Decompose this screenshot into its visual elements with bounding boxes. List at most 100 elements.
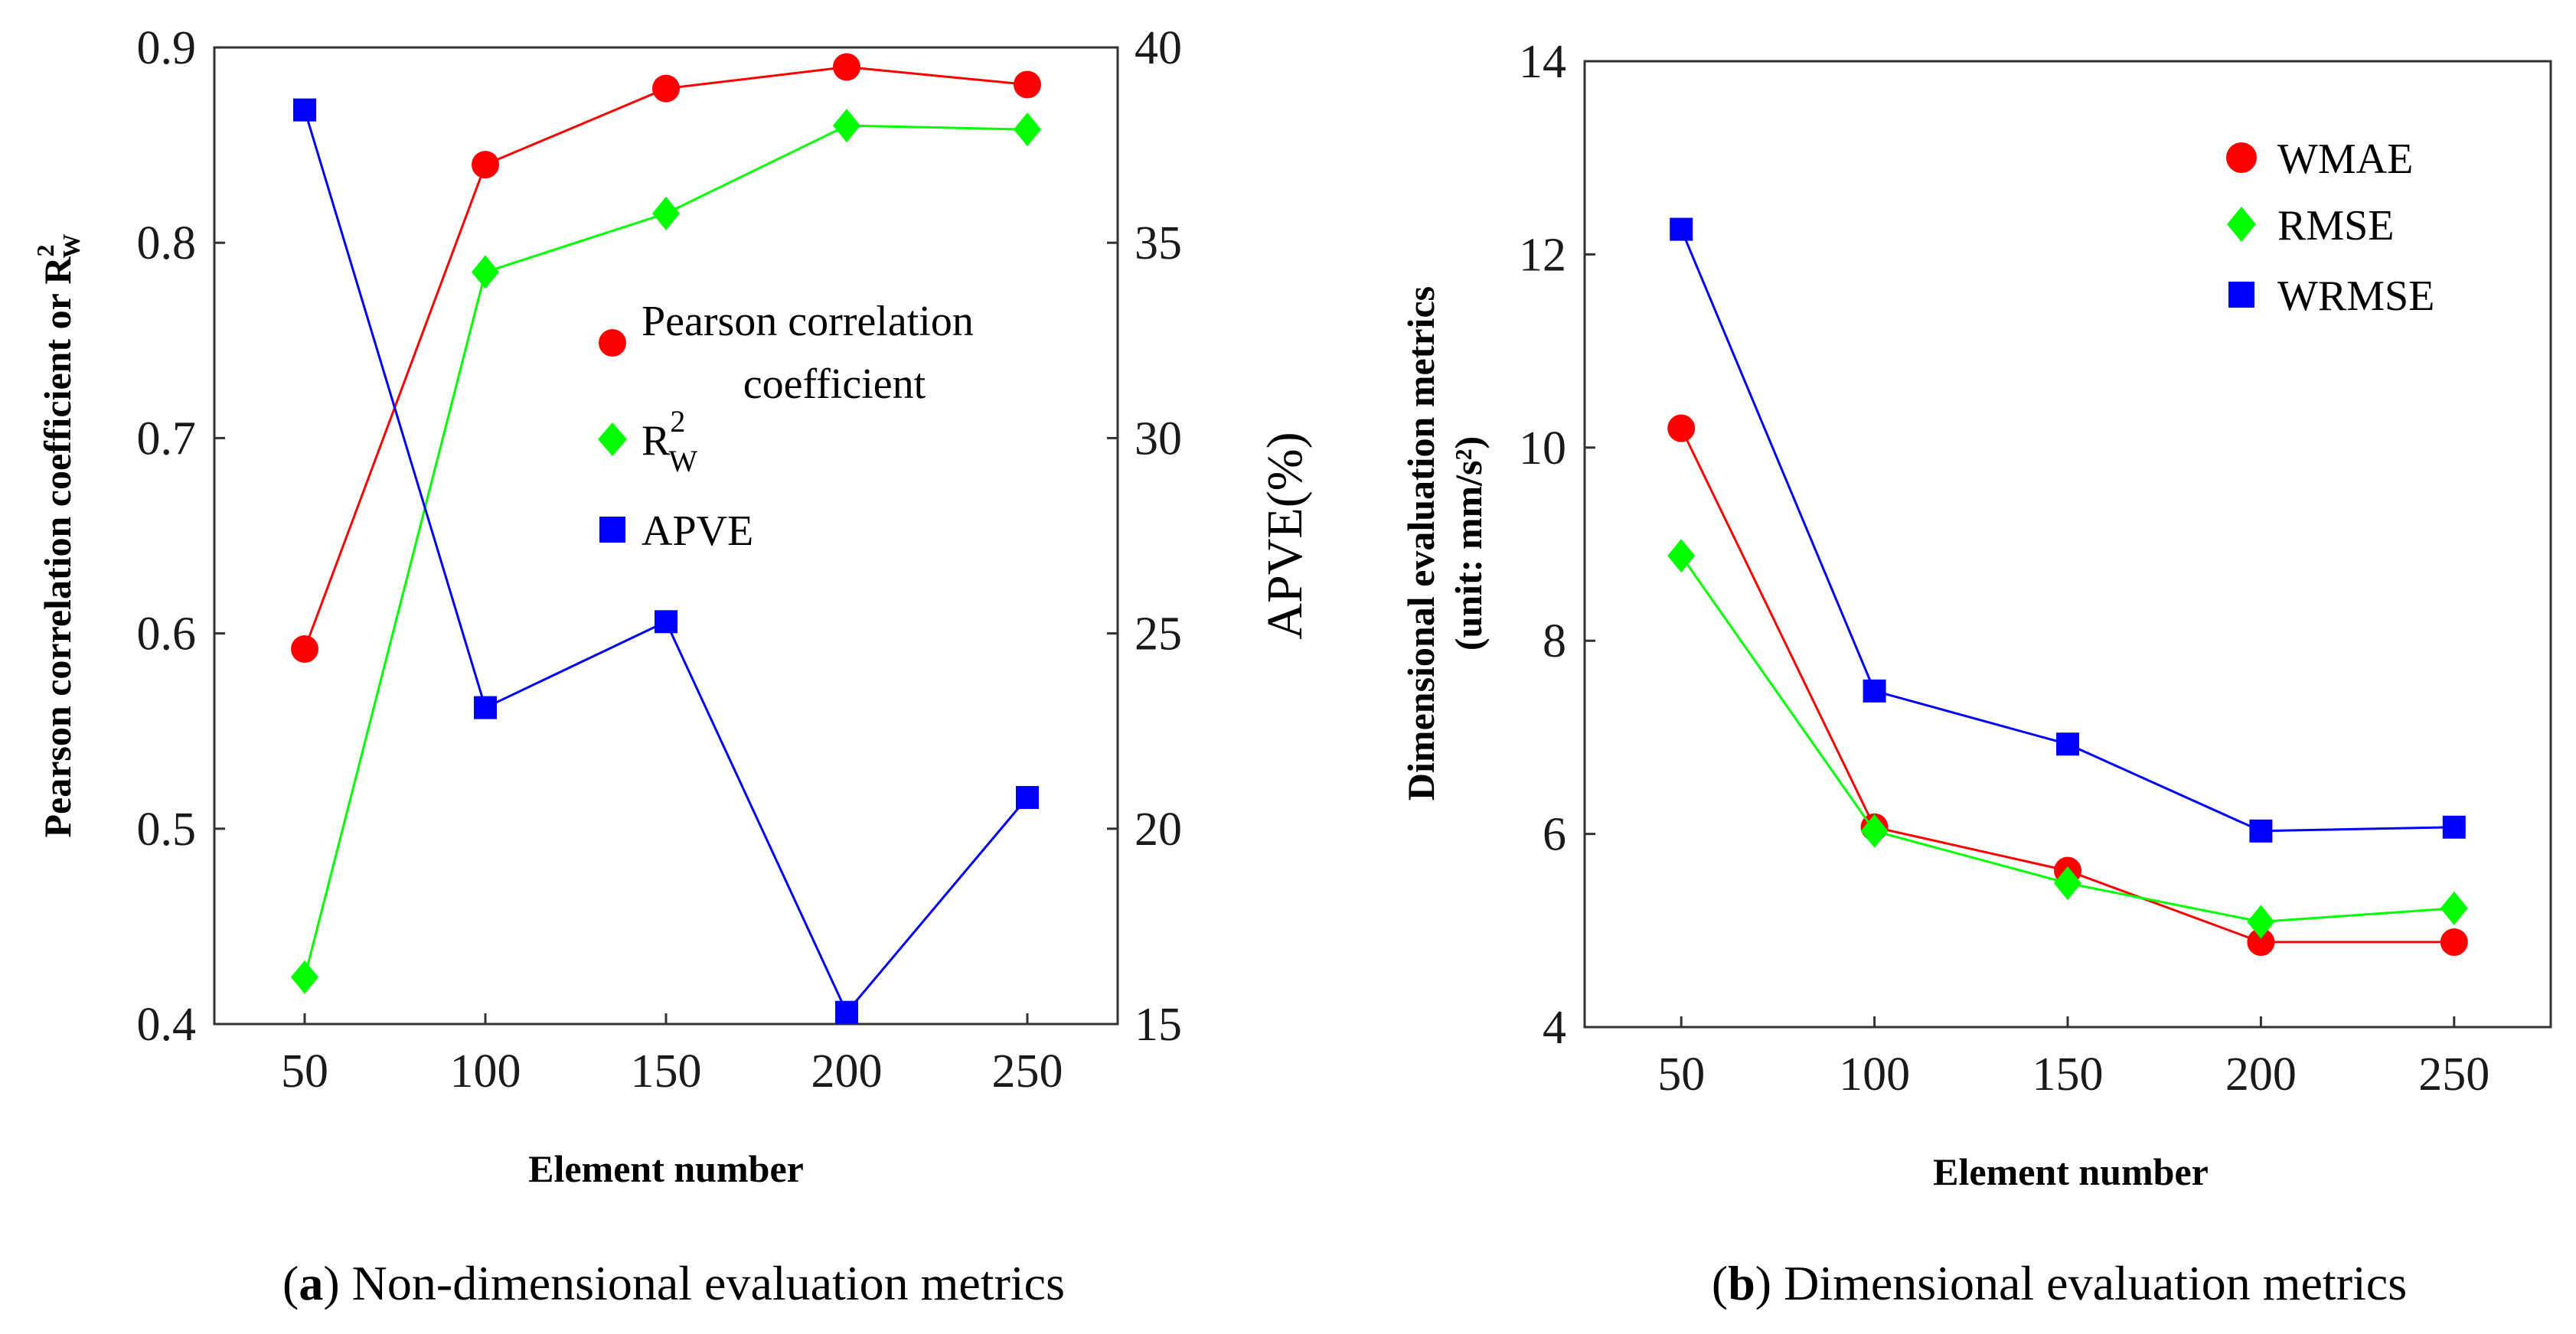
y-tick-label-12: 12 — [1519, 229, 1566, 281]
caption-b-label: b — [1728, 1256, 1755, 1310]
y-axis-title-b-line2: (unit: mm/s²) — [1447, 436, 1490, 651]
x-tick-label-250: 250 — [2418, 1049, 2489, 1101]
data-point-wmae-250 — [2440, 928, 2468, 956]
series-line-pearson-correlation-coefficient — [303, 65, 1028, 650]
right-y-tick-label-40: 40 — [1135, 22, 1182, 74]
x-tick-label-150: 150 — [2032, 1049, 2104, 1101]
data-point-rmse-250 — [2440, 891, 2468, 925]
x-tick-label-150: 150 — [631, 1045, 702, 1098]
y-tick-label-0-7: 0.7 — [137, 413, 197, 465]
data-point-r2w-200 — [833, 109, 860, 143]
legend-marker-apve — [599, 517, 625, 543]
legend-b: WMAE RMSE WRMSE — [2226, 135, 2434, 320]
legend-label-wrmse: WRMSE — [2277, 272, 2434, 320]
x-tick-label-200: 200 — [2225, 1049, 2297, 1101]
y-axis-title-a-sub: W — [57, 233, 85, 258]
y-tick-label-0-5: 0.5 — [137, 804, 197, 856]
data-point-pearson-correlation-coefficient-50 — [291, 635, 318, 664]
data-point-wrmse-200 — [2249, 819, 2273, 843]
right-y-ticks-a: 15 20 25 30 35 40 — [1107, 22, 1182, 1051]
data-point-apve-200 — [835, 1000, 858, 1024]
x-ticks-a: 50 100 150 200 250 — [281, 1013, 1063, 1098]
series-line-apve — [303, 109, 1029, 1015]
legend-label-rmse: RMSE — [2277, 202, 2395, 250]
y-axis-title-b: Dimensional evaluation metrics — [1399, 286, 1442, 801]
right-y-tick-label-30: 30 — [1135, 413, 1182, 465]
y-tick-label-14: 14 — [1519, 36, 1566, 88]
right-y-tick-label-15: 15 — [1135, 999, 1182, 1051]
y-tick-label-0-8: 0.8 — [137, 217, 197, 269]
caption-a: (a) Non-dimensional evaluation metrics — [282, 1256, 1065, 1310]
y-axis-title-a-text: Pearson correlation coefficient or R — [36, 256, 79, 838]
data-point-wrmse-100 — [1863, 679, 1886, 703]
legend-label-r2w-base: R — [642, 417, 671, 465]
data-point-wmae-200 — [2247, 928, 2275, 956]
legend-label-pearson-line1: Pearson correlation — [642, 298, 974, 345]
y-axis-title-a-sup: 2 — [31, 244, 59, 256]
series-b — [1667, 217, 2468, 956]
y-tick-label-4: 4 — [1543, 1002, 1566, 1054]
data-point-pearson-correlation-coefficient-150 — [652, 74, 680, 103]
data-point-apve-50 — [293, 98, 316, 122]
legend-marker-r2w — [598, 422, 627, 456]
legend-marker-wmae — [2226, 142, 2257, 173]
data-point-rmse-50 — [1667, 539, 1696, 573]
x-tick-label-50: 50 — [281, 1045, 328, 1098]
x-axis-title-b: Element number — [1933, 1150, 2209, 1193]
right-y-axis-title-a: APVE(%) — [1257, 432, 1313, 639]
x-tick-label-250: 250 — [992, 1045, 1063, 1098]
legend-label-r2w-sup: 2 — [670, 404, 685, 439]
data-point-wrmse-150 — [2056, 732, 2079, 756]
legend-marker-pearson — [599, 329, 626, 357]
x-tick-label-50: 50 — [1657, 1049, 1705, 1101]
x-tick-label-200: 200 — [811, 1045, 883, 1098]
data-point-wmae-50 — [1667, 414, 1696, 442]
data-point-r2w-150 — [652, 196, 680, 230]
x-ticks-b: 50 100 150 200 250 — [1657, 1016, 2489, 1101]
y-tick-label-8: 8 — [1543, 615, 1566, 667]
right-y-tick-label-35: 35 — [1135, 217, 1182, 269]
right-y-tick-label-20: 20 — [1135, 804, 1182, 856]
legend-label-r2w-sub: W — [668, 444, 697, 478]
y-tick-label-0-4: 0.4 — [137, 999, 197, 1051]
data-point-apve-100 — [474, 696, 497, 719]
data-point-wrmse-250 — [2442, 815, 2466, 839]
legend-label-pearson-line2: coefficient — [743, 360, 926, 408]
y-tick-label-10: 10 — [1519, 422, 1566, 475]
y-tick-label-0-6: 0.6 — [137, 608, 197, 660]
panel-a: 0.4 0.5 0.6 0.7 0.8 0.9 15 20 25 30 35 40 50 100 150… — [31, 22, 1313, 1310]
y-ticks-b: 4 6 8 10 12 14 — [1519, 36, 1595, 1054]
data-point-rmse-200 — [2247, 905, 2275, 939]
legend-label-wmae: WMAE — [2277, 135, 2413, 183]
x-tick-label-100: 100 — [1839, 1049, 1910, 1101]
caption-a-text: Non-dimensional evaluation metrics — [352, 1256, 1065, 1310]
caption-b-text: Dimensional evaluation metrics — [1784, 1256, 2407, 1310]
y-tick-label-0-9: 0.9 — [137, 22, 197, 74]
x-axis-title-a: Element number — [528, 1147, 804, 1190]
left-y-ticks-a: 0.4 0.5 0.6 0.7 0.8 0.9 — [137, 22, 225, 1051]
caption-a-label: a — [299, 1256, 323, 1310]
data-point-r2w-100 — [472, 255, 499, 289]
legend-marker-wrmse — [2228, 282, 2254, 308]
data-point-rmse-150 — [2054, 866, 2081, 900]
data-point-pearson-correlation-coefficient-250 — [1014, 70, 1041, 99]
panel-b: 4 6 8 10 12 14 50 100 150 200 250 Dimensional eva… — [1399, 36, 2552, 1310]
data-point-apve-250 — [1016, 785, 1039, 809]
legend-marker-rmse — [2227, 207, 2256, 242]
data-point-pearson-correlation-coefficient-100 — [472, 151, 499, 179]
legend-label-apve: APVE — [642, 507, 753, 555]
data-point-pearson-correlation-coefficient-200 — [833, 53, 860, 81]
data-point-r2w-250 — [1014, 113, 1041, 147]
y-tick-label-6: 6 — [1543, 809, 1566, 861]
data-point-r2w-50 — [291, 960, 318, 994]
data-point-rmse-100 — [1860, 814, 1889, 848]
legend-a: Pearson correlation coefficient R2 W APVE — [598, 298, 974, 555]
legend-label-r2w: R2 W — [642, 404, 697, 478]
data-point-apve-150 — [655, 610, 677, 634]
right-y-tick-label-25: 25 — [1135, 608, 1182, 660]
y-axis-title-a: Pearson correlation coefficient or R2W — [31, 233, 85, 837]
caption-b: (b) Dimensional evaluation metrics — [1712, 1256, 2407, 1310]
x-tick-label-100: 100 — [450, 1045, 521, 1098]
data-point-wrmse-50 — [1670, 217, 1693, 241]
